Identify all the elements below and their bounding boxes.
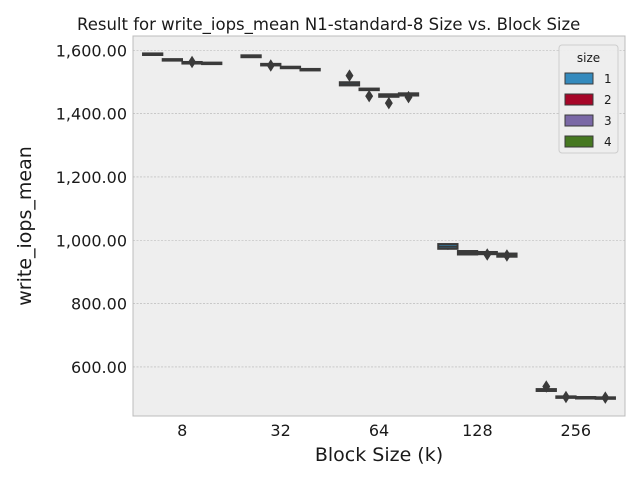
- legend-label: 4: [604, 135, 612, 149]
- box-outlier: [404, 90, 413, 104]
- box-outlier: [483, 248, 492, 261]
- y-tick-label: 600.00: [71, 358, 127, 377]
- box-marks: [142, 52, 616, 404]
- x-tick-label: 128: [462, 421, 493, 440]
- axes: 600.00 800.00 1,000.00 1,200.00 1,400.00 1,60…: [56, 41, 591, 440]
- legend-swatch: [564, 135, 594, 148]
- x-tick-label: 256: [561, 421, 592, 440]
- grid-lines: [133, 49, 625, 368]
- box-outlier: [601, 391, 610, 404]
- x-tick-label: 64: [369, 421, 389, 440]
- y-tick-label: 1,400.00: [56, 105, 127, 124]
- legend-title: size: [577, 51, 600, 65]
- legend-swatch: [564, 114, 594, 127]
- box-outlier: [188, 55, 197, 69]
- box-outlier: [345, 69, 354, 82]
- legend-label: 3: [604, 114, 612, 128]
- legend-label: 2: [604, 93, 612, 107]
- box-outlier: [542, 380, 551, 393]
- y-axis-label: write_iops_mean: [14, 146, 36, 306]
- legend-swatch: [564, 72, 594, 85]
- legend: size 1 2 3 4: [558, 44, 619, 154]
- box-outlier: [365, 89, 374, 103]
- chart-title: Result for write_iops_mean N1-standard-8…: [77, 15, 580, 35]
- y-tick-label: 800.00: [71, 295, 127, 314]
- y-tick-label: 1,200.00: [56, 168, 127, 187]
- plot-area: [132, 35, 626, 417]
- box-outlier: [561, 390, 570, 404]
- x-axis-label: Block Size (k): [315, 444, 443, 466]
- y-tick-label: 1,000.00: [56, 231, 127, 250]
- box-outlier: [384, 96, 393, 110]
- box-outlier: [266, 59, 275, 72]
- x-tick-label: 8: [177, 421, 187, 440]
- legend-swatch: [564, 93, 594, 106]
- x-tick-label: 32: [270, 421, 290, 440]
- legend-label: 1: [604, 72, 612, 86]
- y-tick-label: 1,600.00: [56, 41, 127, 60]
- box-outlier: [502, 249, 511, 262]
